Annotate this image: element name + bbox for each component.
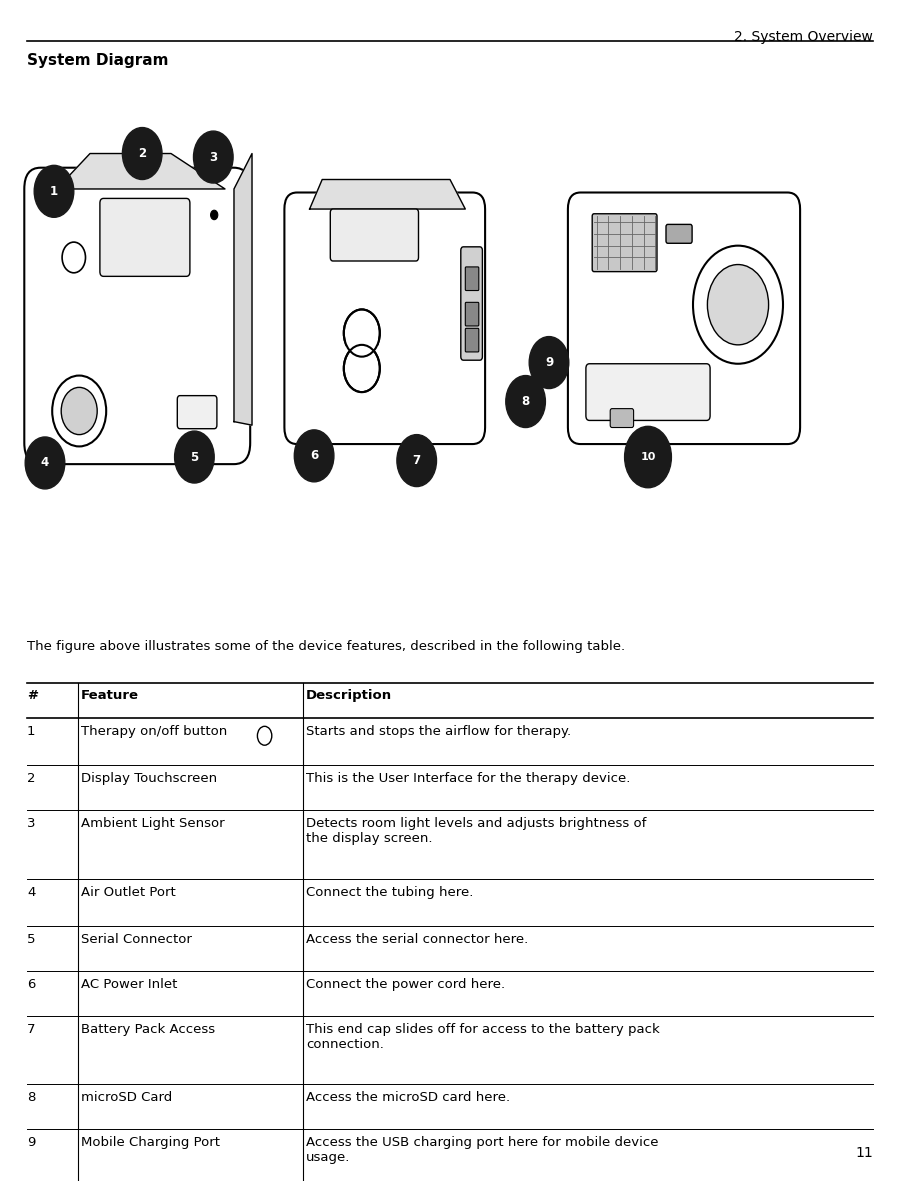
Polygon shape [310, 180, 465, 209]
Text: 2. System Overview: 2. System Overview [734, 30, 873, 44]
Text: Display Touchscreen: Display Touchscreen [81, 772, 217, 785]
Text: 4: 4 [27, 886, 35, 899]
FancyBboxPatch shape [100, 198, 190, 276]
Text: 3: 3 [27, 817, 35, 830]
Text: Air Outlet Port: Air Outlet Port [81, 886, 176, 899]
Circle shape [122, 128, 162, 180]
Circle shape [707, 265, 769, 345]
FancyBboxPatch shape [666, 224, 692, 243]
Text: Ambient Light Sensor: Ambient Light Sensor [81, 817, 225, 830]
Text: 2: 2 [27, 772, 35, 785]
Text: This is the User Interface for the therapy device.: This is the User Interface for the thera… [306, 772, 630, 785]
Circle shape [529, 337, 569, 389]
Text: 6: 6 [310, 449, 319, 463]
FancyBboxPatch shape [586, 364, 710, 420]
Text: 10: 10 [640, 452, 656, 462]
FancyBboxPatch shape [177, 396, 217, 429]
Text: 9: 9 [27, 1136, 35, 1149]
Text: Access the USB charging port here for mobile device
usage.: Access the USB charging port here for mo… [306, 1136, 659, 1164]
Text: This end cap slides off for access to the battery pack
connection.: This end cap slides off for access to th… [306, 1023, 660, 1051]
FancyBboxPatch shape [465, 328, 479, 352]
FancyBboxPatch shape [330, 209, 419, 261]
Circle shape [34, 165, 74, 217]
Text: 8: 8 [27, 1091, 35, 1104]
Circle shape [52, 376, 106, 446]
FancyBboxPatch shape [24, 168, 250, 464]
Text: 2: 2 [138, 146, 147, 161]
Circle shape [693, 246, 783, 364]
FancyBboxPatch shape [346, 339, 378, 351]
Circle shape [194, 131, 233, 183]
Text: 5: 5 [27, 933, 35, 946]
Text: 11: 11 [855, 1146, 873, 1160]
Text: System Diagram: System Diagram [27, 53, 168, 68]
Text: 6: 6 [27, 978, 35, 991]
Text: 1: 1 [27, 725, 35, 738]
Circle shape [344, 309, 380, 357]
Circle shape [257, 726, 272, 745]
Text: Serial Connector: Serial Connector [81, 933, 192, 946]
Text: 5: 5 [190, 450, 199, 464]
Text: Connect the tubing here.: Connect the tubing here. [306, 886, 473, 899]
Text: Access the microSD card here.: Access the microSD card here. [306, 1091, 510, 1104]
Text: Mobile Charging Port: Mobile Charging Port [81, 1136, 220, 1149]
Polygon shape [57, 154, 225, 189]
FancyBboxPatch shape [610, 409, 634, 428]
Text: The figure above illustrates some of the device features, described in the follo: The figure above illustrates some of the… [27, 640, 625, 653]
Circle shape [62, 242, 86, 273]
Text: Access the serial connector here.: Access the serial connector here. [306, 933, 528, 946]
FancyBboxPatch shape [284, 193, 485, 444]
Text: 8: 8 [521, 394, 530, 409]
Text: 4: 4 [40, 456, 50, 470]
Text: Battery Pack Access: Battery Pack Access [81, 1023, 215, 1036]
Circle shape [294, 430, 334, 482]
Circle shape [397, 435, 436, 487]
Text: 3: 3 [209, 150, 218, 164]
Circle shape [175, 431, 214, 483]
Text: #: # [27, 689, 38, 702]
Text: microSD Card: microSD Card [81, 1091, 172, 1104]
FancyBboxPatch shape [592, 214, 657, 272]
Text: 9: 9 [544, 355, 554, 370]
Circle shape [506, 376, 545, 428]
Text: Feature: Feature [81, 689, 139, 702]
Circle shape [25, 437, 65, 489]
Text: AC Power Inlet: AC Power Inlet [81, 978, 177, 991]
Text: Connect the power cord here.: Connect the power cord here. [306, 978, 505, 991]
Text: 1: 1 [50, 184, 58, 198]
Text: 7: 7 [27, 1023, 35, 1036]
FancyBboxPatch shape [461, 247, 482, 360]
Text: Description: Description [306, 689, 392, 702]
Circle shape [61, 387, 97, 435]
Circle shape [625, 426, 671, 488]
Circle shape [344, 345, 380, 392]
Text: 7: 7 [412, 454, 421, 468]
Text: Starts and stops the airflow for therapy.: Starts and stops the airflow for therapy… [306, 725, 572, 738]
Polygon shape [234, 154, 252, 425]
Text: Therapy on/off button: Therapy on/off button [81, 725, 227, 738]
FancyBboxPatch shape [568, 193, 800, 444]
FancyBboxPatch shape [465, 267, 479, 291]
Circle shape [211, 210, 218, 220]
FancyBboxPatch shape [465, 302, 479, 326]
Text: Detects room light levels and adjusts brightness of
the display screen.: Detects room light levels and adjusts br… [306, 817, 646, 846]
